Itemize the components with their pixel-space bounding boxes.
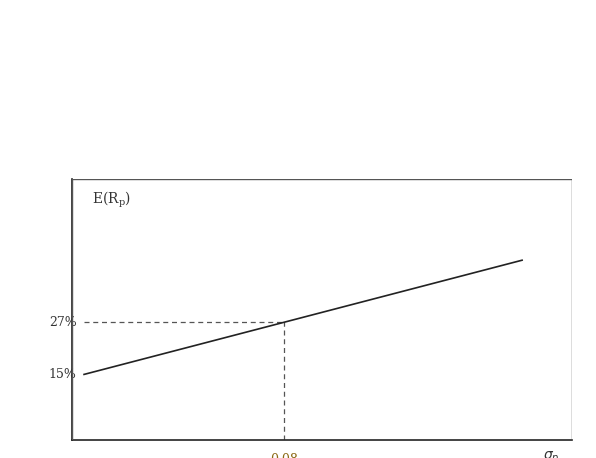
Text: 15%: 15% — [49, 368, 76, 381]
Text: 0,08: 0,08 — [271, 453, 298, 458]
Text: 27%: 27% — [49, 316, 76, 329]
Text: E(R$_\mathregular{p}$): E(R$_\mathregular{p}$) — [92, 190, 131, 210]
Text: $\sigma_\mathregular{p}$: $\sigma_\mathregular{p}$ — [543, 449, 560, 458]
